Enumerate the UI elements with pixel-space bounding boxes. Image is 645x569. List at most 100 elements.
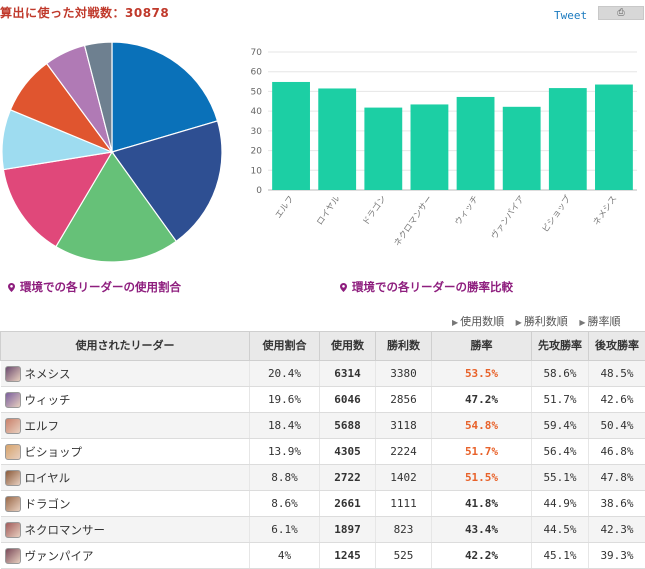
x-tick-label: ビショップ	[541, 194, 574, 235]
x-tick-label: ウィッチ	[453, 194, 481, 228]
y-tick-label: 40	[251, 107, 263, 117]
x-tick-label: ドラゴン	[360, 193, 389, 227]
sort-by-wins-link[interactable]: ▶ 勝利数順	[515, 315, 568, 328]
column-header-second-winrate[interactable]: 後攻勝率	[588, 331, 645, 361]
bar[interactable]	[595, 84, 633, 190]
x-tick-label: ネメシス	[592, 194, 620, 228]
pie-chart	[1, 41, 223, 263]
page-title: 算出に使った対戦数：30878	[0, 6, 170, 20]
uses-cell: 2661	[319, 490, 376, 517]
sort-by-winrate-link[interactable]: ▶ 勝率順	[579, 315, 621, 328]
x-tick-label: ネクロマンサー	[393, 194, 435, 248]
first-winrate-cell: 55.1%	[531, 464, 589, 491]
triangle-right-icon: ▶	[452, 318, 459, 327]
column-header-leader[interactable]: 使用されたリーダー	[0, 331, 250, 361]
column-header-first-winrate[interactable]: 先攻勝率	[531, 331, 589, 361]
pie-chart-caption: 環境での各リーダーの使用割合	[8, 279, 181, 295]
bar[interactable]	[318, 88, 357, 190]
share-cell: 20.4%	[249, 360, 320, 387]
column-header-share[interactable]: 使用割合	[249, 331, 320, 361]
column-header-uses[interactable]: 使用数	[319, 331, 376, 361]
bar-chart-caption: 環境での各リーダーの勝率比較	[340, 279, 513, 295]
winrate-cell: 42.2%	[431, 542, 532, 569]
leader-name-cell: ビショップ	[0, 438, 250, 465]
pie-slice[interactable]	[2, 151, 114, 248]
table-row: ビショップ 13.9% 4305 2224 51.7% 56.4% 46.8%	[0, 438, 645, 465]
y-tick-label: 60	[251, 68, 263, 78]
table-row: ヴァンパイア 4% 1245 525 42.2% 45.1% 39.3%	[0, 542, 645, 569]
second-winrate-cell: 39.3%	[588, 542, 645, 569]
bar[interactable]	[272, 81, 310, 190]
wins-cell: 3118	[375, 412, 432, 439]
second-winrate-cell: 42.6%	[588, 386, 645, 413]
second-winrate-cell: 50.4%	[588, 412, 645, 439]
leader-stats-table: 使用されたリーダー 使用割合 使用数 勝利数 勝率 先攻勝率 後攻勝率 ネメシス…	[0, 331, 645, 569]
winrate-cell: 51.7%	[431, 438, 532, 465]
leader-portrait-icon	[4, 469, 21, 486]
table-row: ロイヤル 8.8% 2722 1402 51.5% 55.1% 47.8%	[0, 464, 645, 491]
table-row: ネクロマンサー 6.1% 1897 823 43.4% 44.5% 42.3%	[0, 516, 645, 543]
leader-portrait-icon	[4, 495, 21, 512]
share-cell: 8.6%	[249, 490, 320, 517]
bar[interactable]	[548, 88, 587, 190]
winrate-cell: 54.8%	[431, 412, 532, 439]
leader-name: ロイヤル	[24, 470, 71, 485]
winrate-cell: 53.5%	[431, 360, 532, 387]
x-tick-label: エルフ	[274, 194, 297, 221]
y-tick-label: 70	[251, 48, 263, 58]
second-winrate-cell: 47.8%	[588, 464, 645, 491]
share-button[interactable]: ⎙	[598, 6, 644, 20]
leader-name-cell: ロイヤル	[0, 464, 250, 491]
leader-name: ヴァンパイア	[24, 548, 94, 563]
bar[interactable]	[410, 104, 449, 190]
wins-cell: 525	[375, 542, 432, 569]
leader-name-cell: ネメシス	[0, 360, 250, 387]
leader-name: ドラゴン	[24, 496, 71, 511]
pie-slice[interactable]	[55, 150, 178, 263]
second-winrate-cell: 42.3%	[588, 516, 645, 543]
sort-by-uses-link[interactable]: ▶ 使用数順	[452, 315, 505, 328]
pie-slice[interactable]	[111, 41, 219, 153]
share-cell: 8.8%	[249, 464, 320, 491]
sort-links: ▶ 使用数順 ▶ 勝利数順 ▶ 勝率順	[444, 313, 620, 329]
table-row: ウィッチ 19.6% 6046 2856 47.2% 51.7% 42.6%	[0, 386, 645, 413]
column-header-wins[interactable]: 勝利数	[375, 331, 432, 361]
first-winrate-cell: 58.6%	[531, 360, 589, 387]
leader-portrait-icon	[4, 391, 21, 408]
leader-portrait-icon	[4, 547, 21, 564]
share-cell: 13.9%	[249, 438, 320, 465]
leader-portrait-icon	[4, 443, 21, 460]
pie-slice[interactable]	[83, 41, 113, 153]
second-winrate-cell: 38.6%	[588, 490, 645, 517]
second-winrate-cell: 48.5%	[588, 360, 645, 387]
winrate-cell: 43.4%	[431, 516, 532, 543]
first-winrate-cell: 44.9%	[531, 490, 589, 517]
leader-name-cell: ネクロマンサー	[0, 516, 250, 543]
location-pin-icon	[340, 283, 347, 292]
bar[interactable]	[502, 106, 541, 190]
leader-name: エルフ	[24, 418, 60, 433]
winrate-cell: 51.5%	[431, 464, 532, 491]
y-tick-label: 0	[256, 186, 262, 196]
uses-cell: 1245	[319, 542, 376, 569]
tweet-link[interactable]: Tweet	[554, 9, 588, 22]
leader-name-cell: ウィッチ	[0, 386, 250, 413]
winrate-cell: 41.8%	[431, 490, 532, 517]
bar[interactable]	[364, 107, 403, 190]
bar[interactable]	[456, 96, 495, 190]
uses-cell: 6046	[319, 386, 376, 413]
uses-cell: 2722	[319, 464, 376, 491]
table-row: ネメシス 20.4% 6314 3380 53.5% 58.6% 48.5%	[0, 360, 645, 387]
share-cell: 18.4%	[249, 412, 320, 439]
leader-name: ビショップ	[24, 444, 83, 459]
x-tick-label: ロイヤル	[315, 194, 343, 228]
wins-cell: 3380	[375, 360, 432, 387]
second-winrate-cell: 46.8%	[588, 438, 645, 465]
bar-caption-text: 環境での各リーダーの勝率比較	[352, 280, 513, 294]
wins-cell: 823	[375, 516, 432, 543]
uses-cell: 5688	[319, 412, 376, 439]
leader-name: ネクロマンサー	[24, 522, 106, 537]
column-header-winrate[interactable]: 勝率	[431, 331, 532, 361]
pie-slice[interactable]	[111, 120, 223, 243]
leader-name-cell: ドラゴン	[0, 490, 250, 517]
